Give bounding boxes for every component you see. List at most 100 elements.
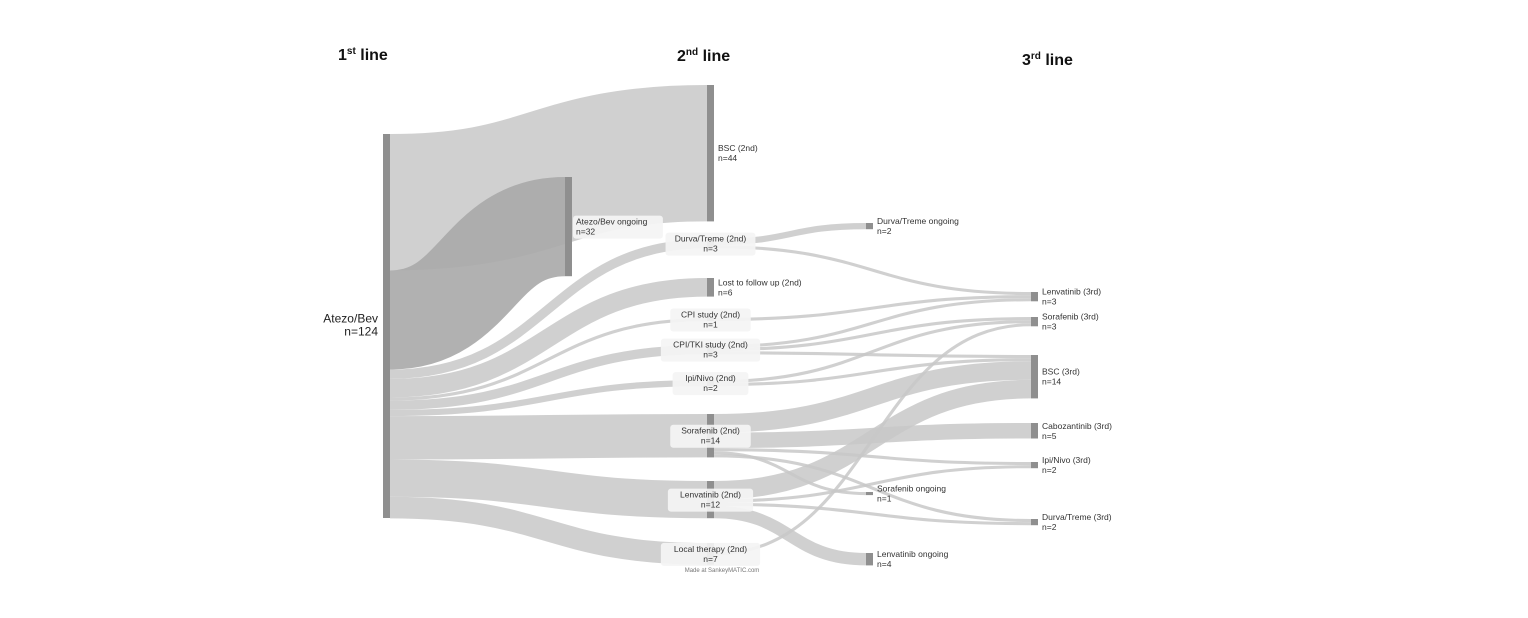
link-lenva2-to-ipi3	[713, 465, 1032, 503]
node-name-ipi2: Ipi/Nivo (2nd)	[685, 373, 736, 383]
link-cpitki2-to-lenva3	[713, 298, 1032, 349]
node-label-lenva2: Lenvatinib (2nd)n=12	[667, 488, 754, 512]
node-count-sora2: n=14	[701, 436, 720, 446]
node-name-cabo3: Cabozantinib (3rd)	[1042, 421, 1112, 431]
node-bsc2	[707, 85, 714, 222]
node-label-durva2: Durva/Treme (2nd)n=3	[665, 232, 756, 256]
node-lenva3	[1031, 292, 1038, 302]
node-count-atezo: n=124	[344, 325, 378, 339]
node-name-lenva3: Lenvatinib (3rd)	[1042, 287, 1101, 297]
node-count-cpi2: n=1	[703, 320, 718, 330]
node-count-ongoing1: n=32	[576, 227, 595, 237]
column-title-3rd-line: 3rd line	[1022, 51, 1073, 69]
node-count-durva3: n=2	[1042, 522, 1057, 532]
node-label-lost2: Lost to follow up (2nd)n=6	[718, 277, 802, 297]
node-soraong	[866, 492, 873, 496]
node-cabo3	[1031, 423, 1038, 439]
node-name-ipi3: Ipi/Nivo (3rd)	[1042, 455, 1091, 465]
link-atezo-to-durva2	[389, 239, 708, 379]
label-background-durva2	[665, 232, 756, 256]
node-name-bsc3: BSC (3rd)	[1042, 367, 1080, 377]
link-local2-to-sora3	[713, 323, 1032, 556]
node-sora3	[1031, 317, 1038, 327]
node-count-cpitki2: n=3	[703, 350, 718, 360]
node-count-lost2: n=6	[718, 287, 733, 297]
node-name-bsc2: BSC (2nd)	[718, 143, 758, 153]
link-lenva2-to-lenvaong	[713, 505, 867, 566]
node-name-cpitki2: CPI/TKI study (2nd)	[673, 340, 748, 350]
link-atezo-to-cpi2	[389, 318, 708, 401]
link-atezo-to-bsc2	[389, 85, 708, 271]
node-name-lost2: Lost to follow up (2nd)	[718, 277, 802, 287]
node-label-sora2: Sorafenib (2nd)n=14	[670, 424, 751, 448]
node-label-durva3: Durva/Treme (3rd)n=2	[1042, 512, 1112, 532]
link-durva2-to-lenva3	[713, 245, 1032, 296]
node-name-durva2: Durva/Treme (2nd)	[675, 234, 747, 244]
node-label-ipi3: Ipi/Nivo (3rd)n=2	[1042, 455, 1091, 475]
link-atezo-to-lenva2	[389, 459, 708, 519]
node-name-soraong: Sorafenib ongoing	[877, 484, 946, 494]
node-label-bsc2: BSC (2nd)n=44	[718, 143, 758, 163]
node-count-soraong: n=1	[877, 494, 892, 504]
node-label-cabo3: Cabozantinib (3rd)n=5	[1042, 421, 1112, 441]
node-count-sora3: n=3	[1042, 322, 1057, 332]
link-atezo-to-lost2	[389, 278, 708, 398]
node-label-cpi2: CPI study (2nd)n=1	[670, 308, 751, 332]
node-count-ipi2: n=2	[703, 383, 718, 393]
label-background-cpi2	[670, 308, 751, 332]
flow-links	[387, 85, 1032, 566]
link-sora2-to-bsc3	[713, 361, 1032, 433]
node-ipi3	[1031, 462, 1038, 469]
node-lost2	[707, 278, 714, 297]
node-label-local2: Local therapy (2nd)n=7	[660, 542, 761, 566]
node-atezo	[383, 134, 390, 518]
column-title-1st-line: 1st line	[338, 46, 388, 64]
label-background-ongoing1	[573, 215, 663, 239]
link-cpi2-to-lenva3	[713, 295, 1032, 322]
node-durva3	[1031, 519, 1038, 526]
link-cpitki2-to-sora3	[713, 317, 1032, 352]
label-background-sora2	[670, 424, 751, 448]
node-name-atezo: Atezo/Bev	[323, 312, 378, 326]
sankeymatic-credit: Made at SankeyMATIC.com	[685, 568, 760, 574]
label-background-cpitki2	[660, 338, 761, 362]
node-count-durva2: n=3	[703, 244, 718, 254]
label-background-ipi2	[672, 372, 749, 396]
node-name-local2: Local therapy (2nd)	[674, 544, 747, 554]
link-ipi2-to-bsc3	[713, 358, 1032, 387]
link-atezo-to-local2	[389, 496, 708, 565]
link-cpitki2-to-bsc3	[713, 351, 1032, 359]
link-atezo-to-ipi2	[389, 380, 708, 417]
link-lenva2-to-durva3	[713, 502, 1032, 526]
link-atezo-to-sora2	[389, 414, 708, 460]
node-name-ongoing1: Atezo/Bev ongoing	[576, 217, 648, 227]
node-ongoing1	[565, 177, 572, 277]
node-count-bsc3: n=14	[1042, 377, 1061, 387]
label-background-lenva2	[667, 488, 754, 512]
node-count-bsc2: n=44	[718, 153, 737, 163]
node-name-durva3: Durva/Treme (3rd)	[1042, 512, 1112, 522]
link-sora2-to-durva3	[713, 454, 1032, 523]
label-background-local2	[660, 542, 761, 566]
node-count-lenva3: n=3	[1042, 297, 1057, 307]
node-count-local2: n=7	[703, 554, 718, 564]
node-durvaong	[866, 223, 873, 230]
node-count-ipi3: n=2	[1042, 465, 1057, 475]
node-label-cpitki2: CPI/TKI study (2nd)n=3	[660, 338, 761, 362]
node-name-durvaong: Durva/Treme ongoing	[877, 216, 959, 226]
node-count-cabo3: n=5	[1042, 431, 1057, 441]
node-count-lenva2: n=12	[701, 500, 720, 510]
node-label-sora3: Sorafenib (3rd)n=3	[1042, 312, 1099, 332]
node-name-cpi2: CPI study (2nd)	[681, 310, 740, 320]
node-name-lenvaong: Lenvatinib ongoing	[877, 549, 949, 559]
node-bsc3	[1031, 355, 1038, 399]
link-sora2-to-ipi3	[713, 448, 1032, 466]
link-atezo-to-cpitki2	[389, 345, 708, 410]
